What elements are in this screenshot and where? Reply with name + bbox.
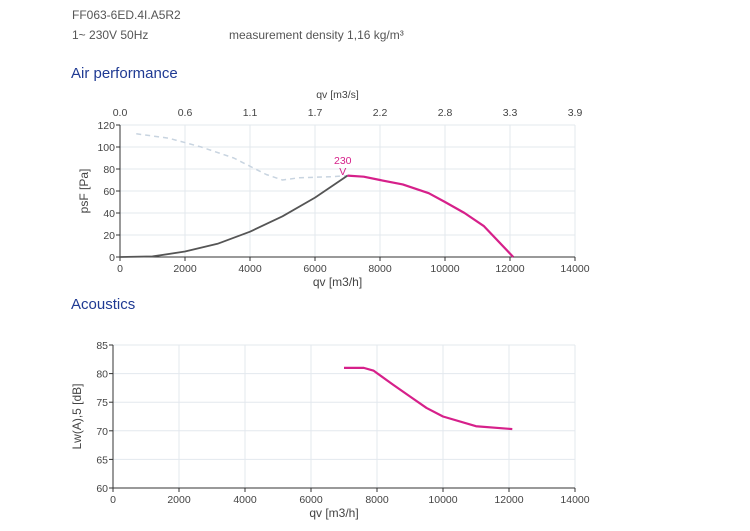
x-axis-label: qv [m3/h]: [309, 506, 358, 520]
y-tick-label: 65: [96, 454, 108, 466]
series-line-dashed: [136, 133, 348, 181]
y-axis-label: psF [Pa]: [77, 169, 91, 214]
x-axis-label: qv [m3/h]: [313, 275, 362, 289]
y-axis-label: Lw(A),5 [dB]: [70, 383, 84, 449]
x-tick-label: 12000: [495, 263, 524, 275]
curve-label-unit: V: [339, 166, 346, 178]
y-tick-label: 80: [96, 369, 108, 381]
x-tick-label: 14000: [560, 494, 589, 506]
x-tick-label: 6000: [303, 263, 327, 275]
x-tick-label: 10000: [430, 263, 459, 275]
x-tick-label: 2000: [167, 494, 191, 506]
y-tick-label: 40: [103, 208, 115, 220]
x-tick-label: 10000: [428, 494, 457, 506]
x-tick-label: 0: [110, 494, 116, 506]
measurement-density: measurement density 1,16 kg/m³: [229, 28, 404, 42]
series-line-gray: [119, 174, 349, 258]
x2-axis-label: qv [m3/s]: [316, 89, 359, 101]
x-tick-label: 4000: [238, 263, 262, 275]
y-tick-label: 70: [96, 426, 108, 438]
x-tick-label: 8000: [365, 494, 389, 506]
x2-tick-label: 0.6: [178, 107, 193, 119]
x2-tick-label: 1.1: [243, 107, 258, 119]
supply-voltage: 1~ 230V 50Hz: [72, 28, 149, 42]
x2-tick-label: 2.8: [438, 107, 453, 119]
y-tick-label: 0: [109, 252, 115, 264]
x-tick-label: 8000: [368, 263, 392, 275]
air-performance-heading: Air performance: [71, 65, 178, 82]
acoustics-heading: Acoustics: [71, 296, 136, 313]
y-tick-label: 100: [97, 142, 115, 154]
x2-tick-label: 3.9: [568, 107, 583, 119]
x2-tick-label: 2.2: [373, 107, 388, 119]
x-tick-label: 14000: [560, 263, 589, 275]
model-number: FF063-6ED.4I.A5R2: [72, 8, 181, 22]
x-tick-label: 4000: [233, 494, 257, 506]
y-tick-label: 75: [96, 397, 108, 409]
x-tick-label: 12000: [494, 494, 523, 506]
x-tick-label: 0: [117, 263, 123, 275]
x-tick-label: 2000: [173, 263, 197, 275]
x2-tick-label: 1.7: [308, 107, 323, 119]
x-tick-label: 6000: [299, 494, 323, 506]
y-tick-label: 60: [96, 483, 108, 495]
y-tick-label: 80: [103, 164, 115, 176]
y-tick-label: 120: [97, 120, 115, 132]
x2-tick-label: 3.3: [503, 107, 518, 119]
y-tick-label: 20: [103, 230, 115, 242]
curve-label: 230: [334, 155, 352, 167]
y-tick-label: 85: [96, 340, 108, 352]
series-line-curve: [347, 174, 515, 258]
y-tick-label: 60: [103, 186, 115, 198]
series-line-curve: [344, 366, 513, 431]
x2-tick-label: 0.0: [113, 107, 128, 119]
